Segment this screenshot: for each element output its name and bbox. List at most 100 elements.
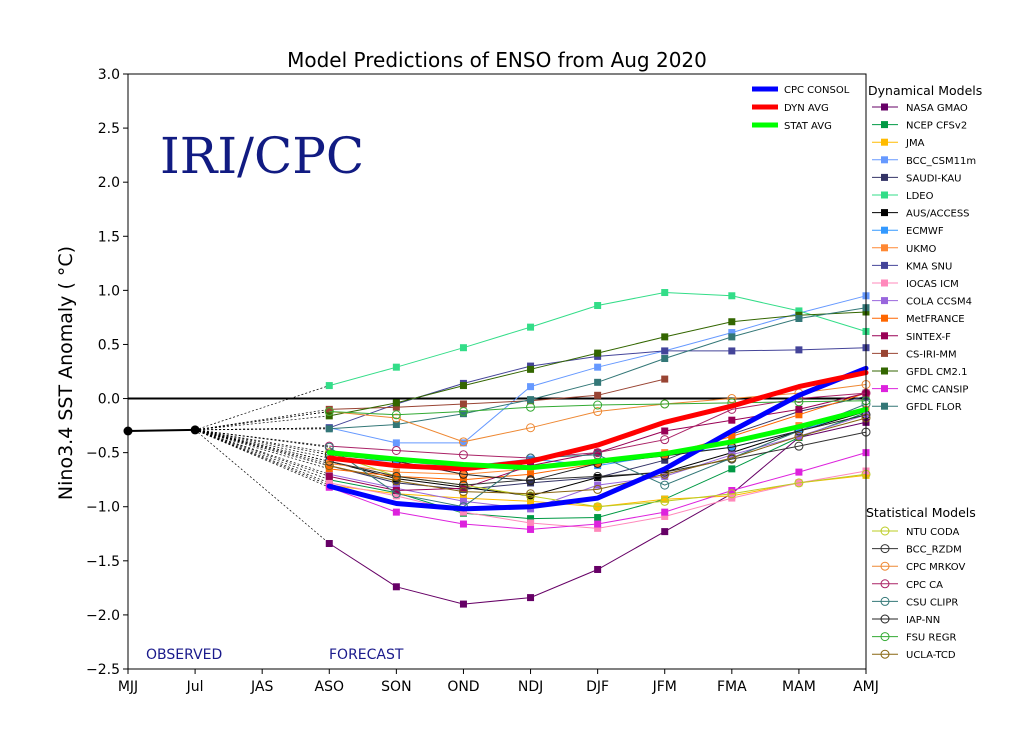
x-tick-label: ASO (315, 679, 344, 695)
x-tick-label: FMA (717, 679, 747, 695)
connector-iocas-icm (194, 429, 330, 484)
y-axis-label: Nino3.4 SST Anomaly ( °C) (55, 246, 77, 500)
point-gfdl-cm2-1 (527, 365, 535, 373)
point-nasa-gmao (325, 540, 333, 548)
series-cs-iri-mm (325, 375, 669, 413)
point-ucla-tcd (391, 476, 401, 486)
point-iocas-icm (594, 524, 602, 532)
point-iocas-icm (527, 519, 535, 527)
point-sintex-f (459, 484, 467, 492)
connector-fsu-regr (195, 411, 330, 431)
point-ldeo (795, 307, 803, 315)
point-ucla-tcd (324, 461, 334, 471)
legend-label-cola-ccsm4: COLA CCSM4 (906, 297, 972, 308)
point-gfdl-cm2-1 (728, 318, 736, 326)
point-nasa-gmao (392, 583, 400, 591)
y-tick-label: 0.0 (98, 392, 120, 408)
legend-marker-ntu-coda (880, 526, 890, 536)
point-ucla-tcd (593, 484, 603, 494)
line-bcc-rzdm (329, 431, 867, 486)
point-cmc-cansip (728, 487, 736, 494)
legend-label-cpc-mrkov: CPC MRKOV (906, 562, 965, 573)
point-ncep-cfsv2 (594, 514, 602, 522)
x-tick-label: DJF (586, 679, 609, 695)
point-nasa-gmao (459, 600, 467, 608)
point-cmc-cansip (795, 468, 803, 476)
legend-marker-csu-clipr (880, 596, 890, 606)
point-bcc-csm11m (459, 439, 467, 447)
point-gfdl-cm2-1 (661, 333, 669, 341)
point-iocas-icm (392, 492, 400, 500)
legend-marker-ukmo (881, 244, 888, 252)
legend-label-metfrance: MetFRANCE (906, 314, 965, 325)
legend-marker-sintex-f (881, 332, 888, 340)
point-cmc-cansip (392, 508, 400, 516)
y-tick-label: −0.5 (86, 446, 120, 462)
observed-point (190, 425, 200, 435)
legend-marker-bcc-rzdm (880, 544, 890, 554)
point-iocas-icm (459, 508, 467, 516)
legend-label-kma-snu: KMA SNU (906, 261, 952, 272)
x-tick-label: JFM (652, 679, 677, 695)
point-ldeo (459, 344, 467, 352)
legend-marker-gfdl-cm2-1 (881, 367, 888, 375)
legend-marker-fsu-regr (880, 632, 890, 642)
point-aus-access (594, 474, 602, 482)
legend-label-ukmo: UKMO (906, 244, 937, 255)
legend-label-sintex-f: SINTEX-F (906, 332, 951, 343)
statistical-models-header: Statistical Models (866, 505, 976, 520)
series-ldeo (325, 289, 870, 390)
point-jma (527, 497, 535, 505)
y-tick-label: −2.0 (86, 608, 120, 624)
connector-nasa-gmao (194, 429, 330, 544)
point-metfrance (459, 476, 467, 484)
legend-label-bcc-csm11m: BCC_CSM11m (906, 156, 976, 167)
connector-gfdl-cm2-1 (195, 415, 330, 431)
line-csu-clipr (329, 403, 867, 508)
series-cmc-cansip (325, 449, 870, 533)
point-fsu-regr (593, 400, 603, 410)
x-tick-label: SON (381, 679, 411, 695)
legend-label-cmc-cansip: CMC CANSIP (906, 385, 968, 396)
point-nasa-gmao (594, 565, 602, 573)
y-tick-label: 2.0 (98, 175, 120, 191)
x-tick-label: AMJ (853, 679, 879, 695)
point-gfdl-flor (795, 314, 803, 322)
point-cpc-mrkov (526, 423, 536, 433)
point-cpc-ca (593, 448, 603, 458)
legend-label-saudi-kau: SAUDI-KAU (906, 173, 962, 184)
point-gfdl-flor (325, 425, 333, 433)
line-cs-iri-mm (329, 378, 665, 410)
connector-ukmo (195, 429, 330, 464)
connector-bcc-rzdm (195, 429, 330, 462)
point-kma-snu (661, 347, 669, 355)
point-fsu-regr (526, 402, 536, 412)
y-tick-label: −1.5 (86, 554, 120, 570)
point-cmc-cansip (459, 520, 467, 528)
point-bcc-csm11m (527, 383, 535, 391)
y-tick-label: −2.5 (86, 662, 120, 678)
point-bcc-csm11m (594, 363, 602, 371)
legend-marker-bcc-csm11m (881, 156, 888, 164)
legend-marker-jma (881, 138, 888, 146)
x-tick-label: OND (447, 679, 479, 695)
point-bcc-csm11m (728, 329, 736, 337)
legend-marker-cpc-ca (880, 579, 890, 589)
point-cpc-ca (391, 445, 401, 455)
connector-csu-clipr (195, 429, 330, 448)
point-gfdl-flor (661, 355, 669, 363)
point-fsu-regr (391, 410, 401, 420)
point-ncep-cfsv2 (527, 515, 535, 523)
point-bcc-rzdm (593, 471, 603, 481)
point-cpc-mrkov (593, 407, 603, 417)
point-gfdl-cm2-1 (392, 399, 400, 407)
legend-marker-ucla-tcd (880, 649, 890, 659)
point-cs-iri-mm (392, 403, 400, 411)
connector-ucla-tcd (195, 429, 330, 466)
legend-label-iap-nn: IAP-NN (906, 615, 940, 626)
connector-ldeo (194, 385, 330, 431)
point-ucla-tcd (727, 453, 737, 463)
point-sintex-f (392, 487, 400, 494)
forecast-label: FORECAST (329, 647, 404, 663)
point-fsu-regr (660, 399, 670, 409)
